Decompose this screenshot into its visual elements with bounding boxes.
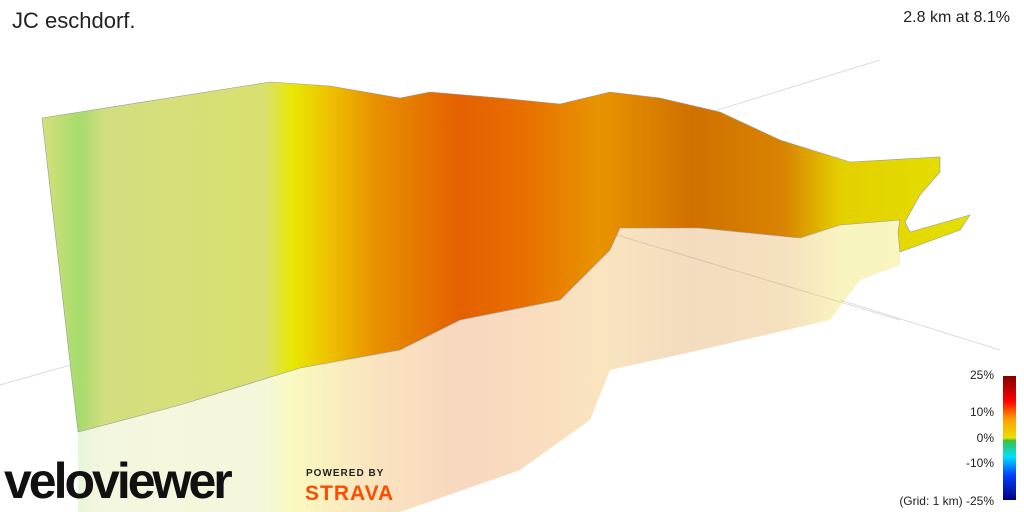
legend-tick: 0% [976, 431, 994, 445]
strava-logo: STRAVA [305, 482, 395, 505]
legend-tick: 25% [969, 368, 994, 382]
elevation-ribbon [41, 81, 971, 433]
powered-by: POWERED BY [306, 468, 385, 479]
legend-tick: -10% [965, 456, 994, 470]
legend-tick: 10% [969, 405, 994, 419]
gradient-color-bar [1003, 376, 1016, 500]
segment-stats: 2.8 km at 8.1% [903, 9, 1010, 26]
reflection [78, 220, 900, 512]
legend-tick: (Grid: 1 km) -25% [899, 494, 994, 508]
title: JC eschdorf. [12, 8, 136, 33]
veloviewer-logo: veloviewer [4, 453, 233, 509]
